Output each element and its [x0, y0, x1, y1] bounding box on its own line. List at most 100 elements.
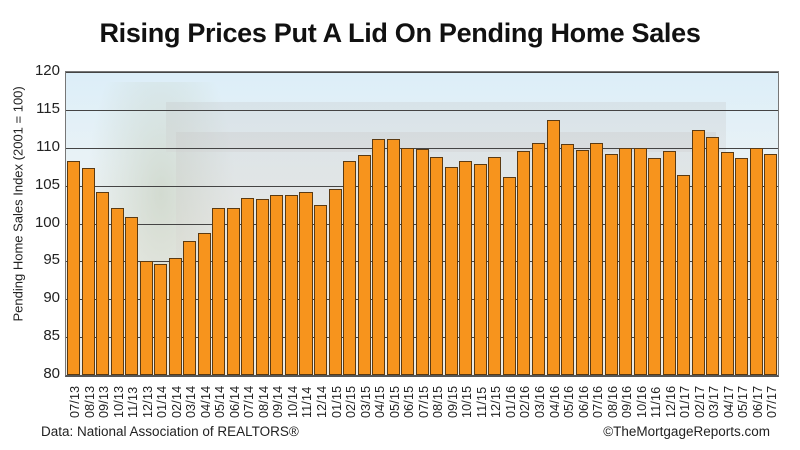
- bar-12-16: [662, 150, 676, 375]
- x-tick: 09/15: [444, 380, 460, 420]
- x-tick: 11/13: [124, 380, 140, 420]
- x-tick: 09/16: [618, 380, 634, 420]
- x-tick: 11/14: [298, 380, 314, 420]
- chart-title: Rising Prices Put A Lid On Pending Home …: [99, 18, 701, 48]
- gridline: [66, 147, 778, 149]
- bar-09-16: [619, 147, 633, 375]
- bar-01-15: [328, 189, 342, 375]
- y-tick-label: 105: [34, 175, 60, 193]
- x-tick: 10/14: [284, 380, 300, 420]
- bar-03-16: [531, 143, 545, 375]
- bar-07-15: [415, 148, 429, 375]
- x-tick: 11/16: [647, 380, 663, 420]
- bar-01-14: [154, 263, 168, 375]
- x-tick: 08/15: [429, 380, 445, 420]
- bar-08-14: [255, 199, 269, 375]
- x-tick: 04/16: [546, 380, 562, 420]
- x-tick: 03/15: [357, 380, 373, 420]
- bar-04-14: [197, 233, 211, 375]
- bar-05-17: [735, 157, 749, 375]
- x-tick: 03/16: [531, 380, 547, 420]
- bar-06-14: [226, 208, 240, 375]
- bar-02-16: [517, 150, 531, 375]
- x-tick: 06/14: [226, 380, 242, 420]
- bar-09-14: [270, 194, 284, 375]
- bar-12-13: [139, 261, 153, 375]
- x-tick: 05/17: [734, 380, 750, 420]
- bar-10-14: [284, 194, 298, 375]
- x-tick: 07/13: [66, 380, 82, 420]
- bar-11-14: [299, 191, 313, 375]
- bar-02-17: [691, 129, 705, 375]
- x-tick: 04/15: [371, 380, 387, 420]
- bar-11-13: [125, 217, 139, 375]
- bar-03-15: [357, 154, 371, 375]
- bar-12-15: [488, 156, 502, 375]
- bar-04-17: [720, 151, 734, 375]
- x-tick: 02/17: [691, 380, 707, 420]
- bar-11-15: [473, 164, 487, 375]
- x-tick: 01/14: [153, 380, 169, 420]
- x-tick: 08/16: [604, 380, 620, 420]
- y-tick-label: 120: [34, 62, 60, 79]
- x-tick-label: 07/17: [765, 385, 780, 418]
- bar-02-14: [168, 257, 182, 375]
- y-tick-label: 80: [43, 365, 60, 382]
- x-tick: 12/16: [662, 380, 678, 420]
- y-tick-label: 95: [43, 251, 60, 269]
- bar-10-13: [110, 208, 124, 375]
- x-tick: 10/16: [633, 380, 649, 420]
- x-tick: 12/14: [313, 380, 329, 420]
- gridline: [66, 109, 778, 111]
- x-tick: 01/17: [676, 380, 692, 420]
- bar-02-15: [343, 160, 357, 375]
- x-tick: 04/17: [720, 380, 736, 420]
- x-tick: 08/13: [81, 380, 97, 420]
- bar-06-17: [749, 147, 763, 375]
- bar-11-16: [648, 157, 662, 375]
- x-tick: 10/13: [110, 380, 126, 420]
- x-tick: 07/16: [589, 380, 605, 420]
- bar-09-13: [96, 192, 110, 375]
- bar-05-15: [386, 139, 400, 375]
- x-tick: 05/15: [386, 380, 402, 420]
- bar-05-16: [561, 143, 575, 375]
- x-tick: 12/15: [487, 380, 503, 420]
- bar-09-15: [444, 166, 458, 375]
- bar-01-17: [677, 175, 691, 375]
- x-tick: 09/13: [95, 380, 111, 420]
- bar-12-14: [314, 204, 328, 375]
- plot-area: [65, 71, 779, 377]
- x-tick: 07/14: [240, 380, 256, 420]
- bar-03-14: [183, 240, 197, 375]
- x-tick: 06/17: [749, 380, 765, 420]
- bar-07-16: [590, 143, 604, 375]
- x-tick: 04/14: [197, 380, 213, 420]
- y-tick-label: 100: [34, 213, 60, 231]
- bar-01-16: [502, 177, 516, 375]
- bar-03-17: [706, 137, 720, 375]
- bar-10-16: [633, 147, 647, 375]
- x-tick: 02/14: [168, 380, 184, 420]
- x-tick: 07/15: [415, 380, 431, 420]
- x-tick: 06/15: [400, 380, 416, 420]
- y-tick-label: 110: [36, 137, 60, 155]
- x-tick: 08/14: [255, 380, 271, 420]
- bar-04-15: [372, 138, 386, 375]
- bar-07-17: [764, 153, 778, 375]
- x-tick: 02/16: [516, 380, 532, 420]
- gridline: [66, 72, 778, 73]
- bar-06-16: [575, 150, 589, 375]
- x-tick: 03/14: [182, 380, 198, 420]
- bar-07-14: [241, 197, 255, 375]
- x-tick: 11/15: [473, 380, 489, 420]
- x-tick: 01/16: [502, 380, 518, 420]
- y-tick-label: 85: [43, 327, 60, 345]
- x-tick: 06/16: [575, 380, 591, 420]
- x-tick: 03/17: [705, 380, 721, 420]
- bar-10-15: [459, 161, 473, 375]
- copyright-credit: ©TheMortgageReports.com: [603, 424, 770, 439]
- x-tick: 10/15: [458, 380, 474, 420]
- x-tick: 07/17: [763, 380, 780, 420]
- x-tick: 05/16: [560, 380, 576, 420]
